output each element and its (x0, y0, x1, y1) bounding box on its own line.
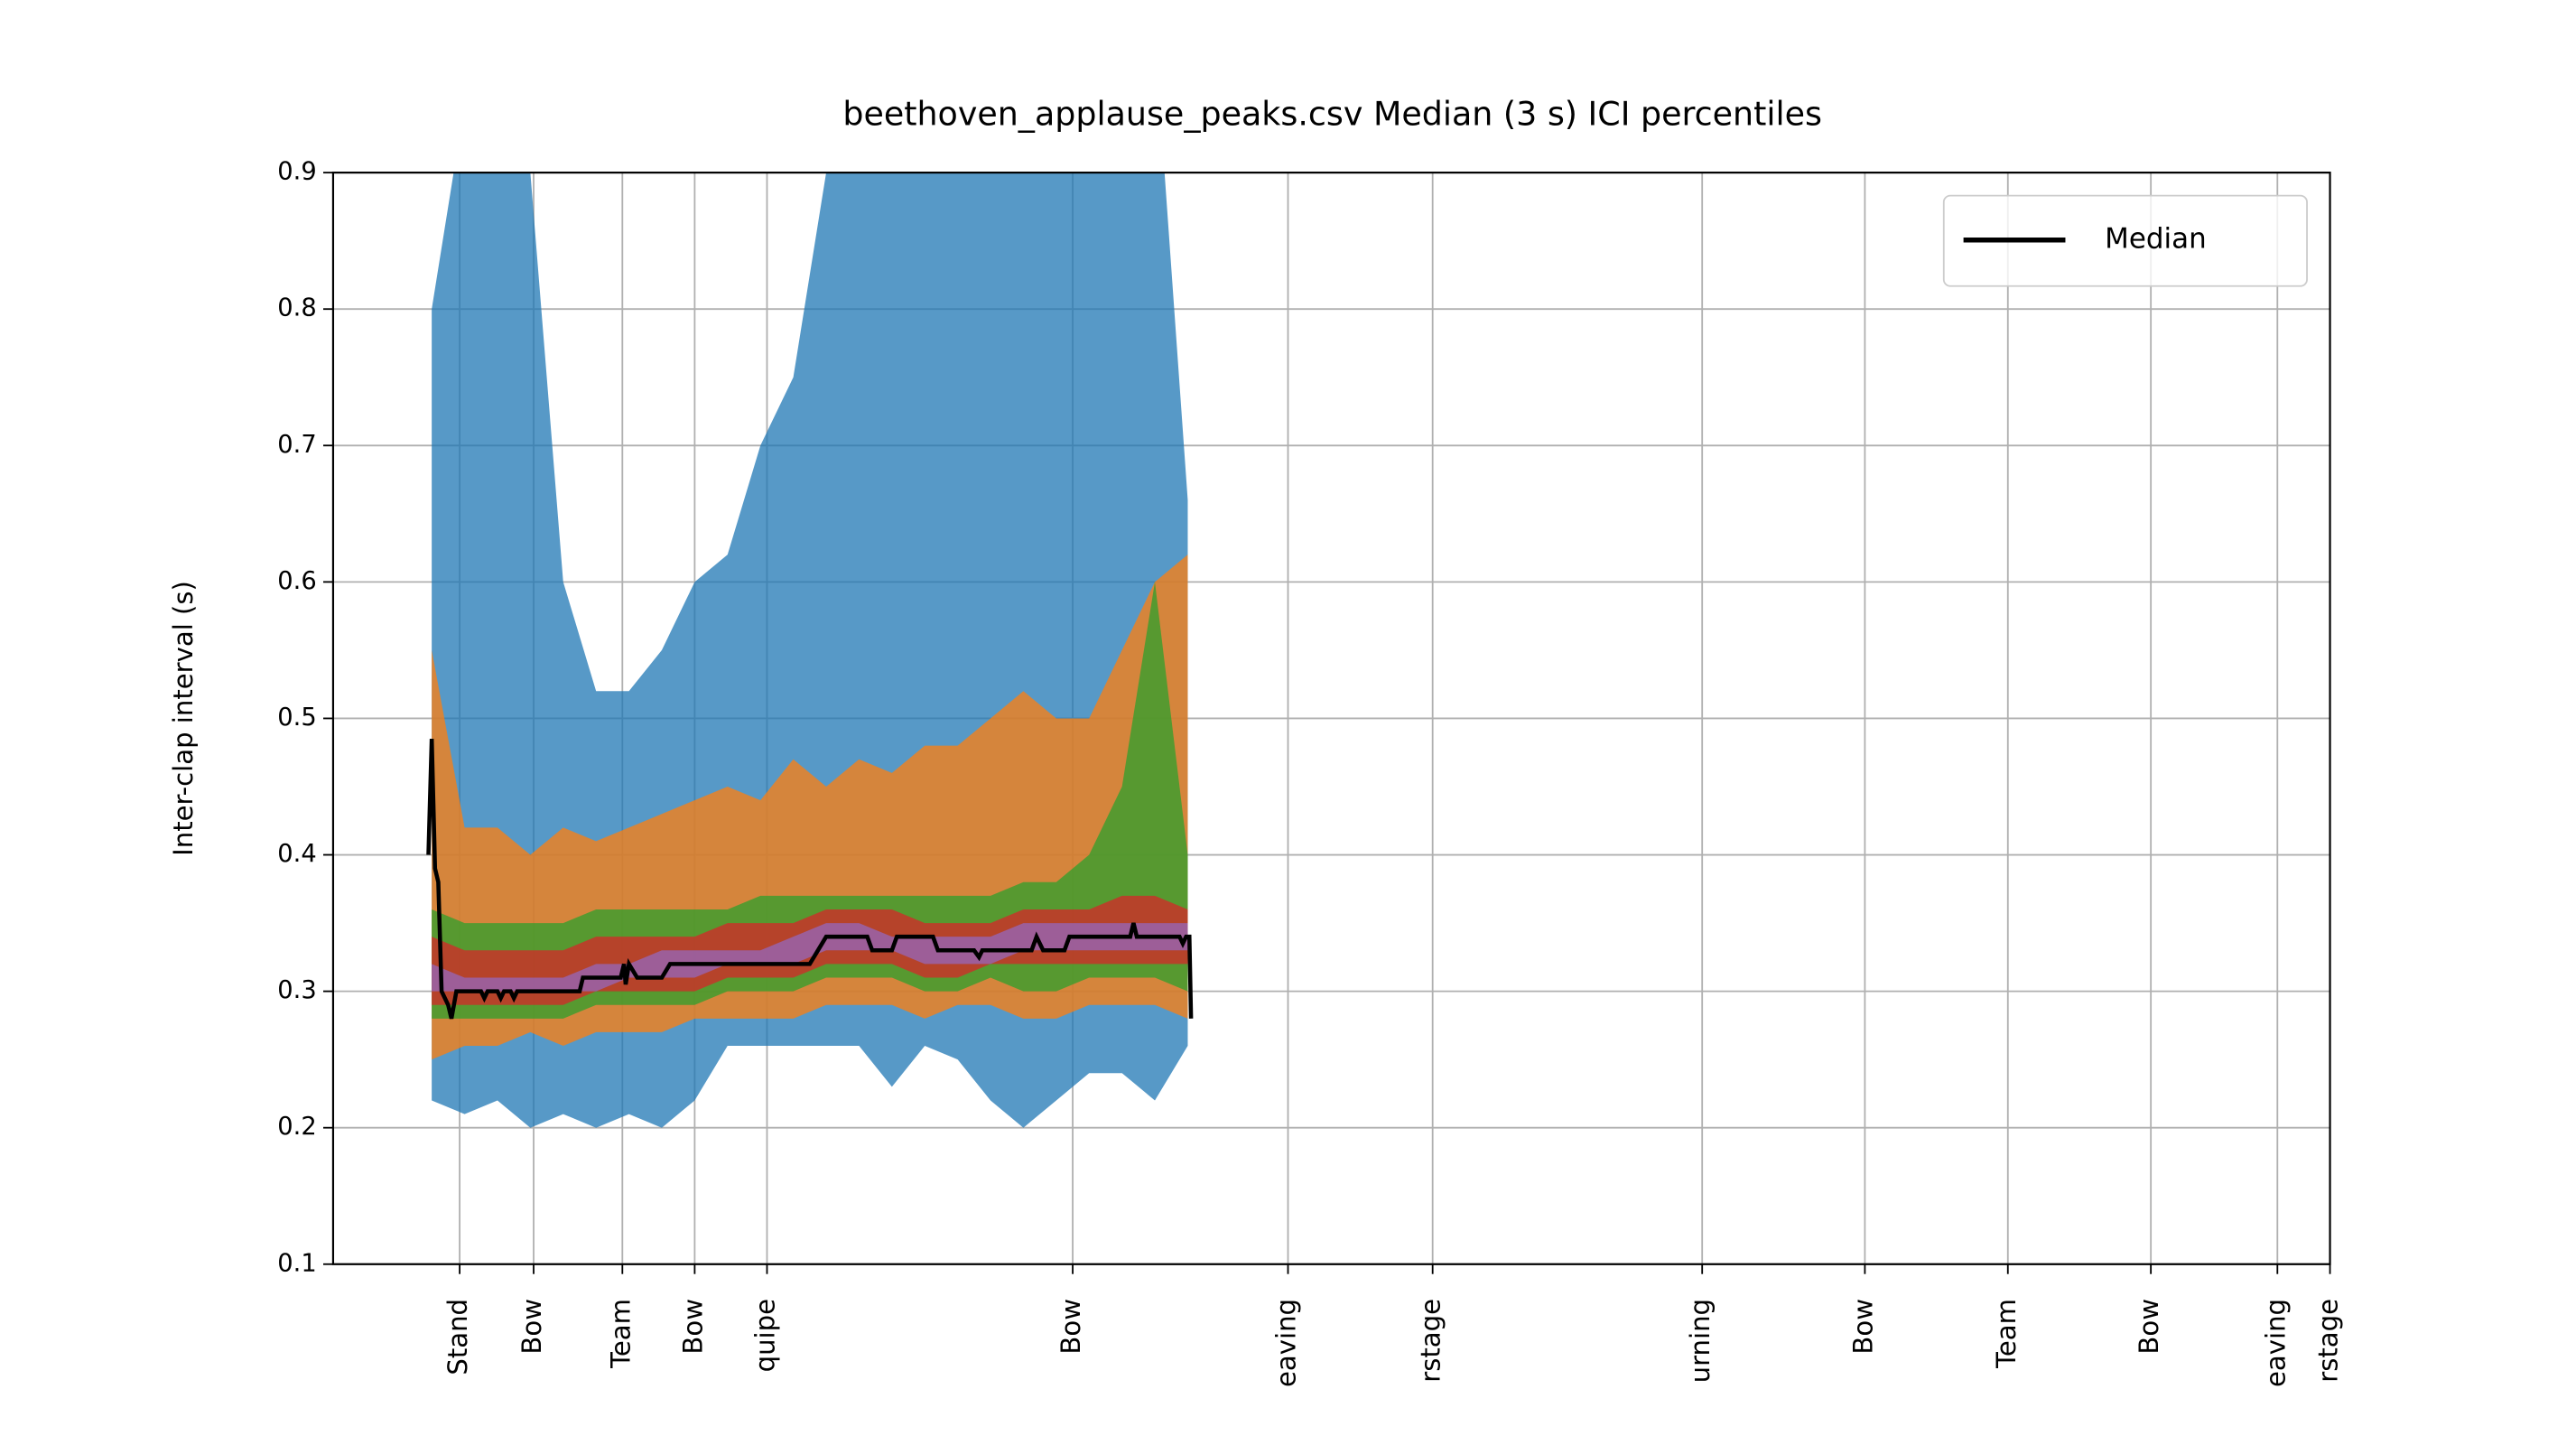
y-tick-label: 0.7 (277, 431, 316, 459)
x-tick-label: rstage (1416, 1299, 1446, 1383)
x-tick-label: urning (1685, 1299, 1716, 1383)
legend-label: Median (2105, 222, 2207, 255)
x-tick-label: Bow (516, 1299, 547, 1355)
y-tick-label: 0.9 (277, 158, 316, 186)
x-tick-label: Bow (2134, 1299, 2164, 1355)
x-tick-label: eaving (2260, 1299, 2291, 1387)
x-tick-label: rstage (2313, 1299, 2344, 1383)
y-tick-label: 0.4 (277, 840, 316, 868)
x-tick-label: Bow (1847, 1299, 1878, 1355)
y-axis-label: Inter-clap interval (s) (168, 581, 199, 856)
x-tick-label: Team (1991, 1299, 2022, 1369)
x-tick-label: Bow (677, 1299, 708, 1355)
x-tick-label: quipe (749, 1299, 780, 1372)
ticks: 0.1 0.2 0.3 0.4 0.5 0.6 0.7 0.8 0.9 Stand Bow Team B… (277, 158, 2343, 1387)
median-line (426, 739, 1194, 1020)
lines (426, 739, 1194, 1020)
chart-title: beethoven_applause_peaks.csv Median (3 s… (842, 94, 1822, 133)
y-tick-label: 0.8 (277, 294, 316, 322)
x-tick-label: eaving (1271, 1299, 1302, 1387)
percentile-band (432, 582, 1188, 1019)
bands (432, 172, 1188, 1128)
x-tick-label: Stand (442, 1299, 473, 1375)
y-tick-label: 0.2 (277, 1113, 316, 1141)
y-tick-label: 0.1 (277, 1249, 316, 1277)
y-tick-label: 0.5 (277, 704, 316, 732)
legend-box (1942, 194, 2308, 287)
legend: Median (1942, 194, 2308, 287)
y-tick-label: 0.3 (277, 976, 316, 1004)
x-tick-label: Bow (1056, 1299, 1086, 1355)
x-tick-label: Team (605, 1299, 636, 1369)
y-tick-label: 0.6 (277, 567, 316, 595)
